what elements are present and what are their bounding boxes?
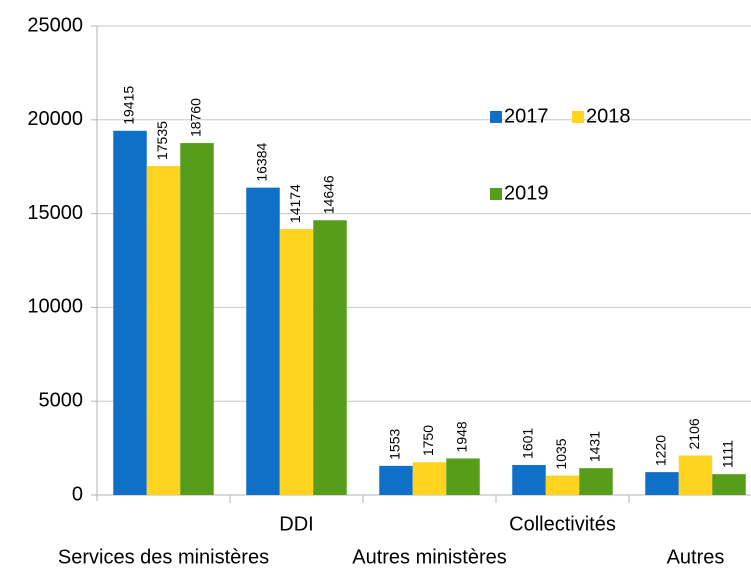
- y-tick-label: 15000: [27, 202, 83, 224]
- legend-label: 2017: [504, 105, 549, 127]
- bar: [545, 475, 580, 495]
- bar: [313, 220, 347, 496]
- data-label: 1948: [454, 421, 470, 452]
- data-label: 1220: [653, 435, 669, 466]
- x-tick-label: Collectivités: [509, 513, 616, 535]
- data-label: 2106: [686, 418, 702, 449]
- bar: [645, 472, 679, 495]
- legend-swatch: [490, 111, 502, 123]
- data-label: 18760: [188, 98, 204, 137]
- bar: [180, 143, 214, 496]
- data-label: 19415: [121, 86, 137, 125]
- legend-label: 2018: [586, 105, 631, 127]
- bar: [246, 187, 280, 495]
- data-label: 1431: [587, 431, 603, 462]
- data-label: 16384: [254, 142, 270, 181]
- bar: [279, 229, 314, 495]
- data-label: 14646: [321, 175, 337, 214]
- x-tick-label: Autres ministères: [352, 546, 507, 568]
- y-tick-label: 20000: [27, 108, 83, 130]
- data-label: 1601: [520, 428, 536, 459]
- bar: [146, 166, 181, 495]
- y-tick-label: 10000: [27, 296, 83, 318]
- bar: [512, 464, 546, 495]
- x-tick-label: DDI: [279, 513, 313, 535]
- bar: [379, 465, 413, 495]
- legend-swatch: [490, 188, 502, 200]
- bar: [113, 130, 147, 495]
- bar: [712, 474, 746, 495]
- bar: [446, 458, 480, 495]
- legend-label: 2019: [504, 182, 549, 204]
- data-label: 1750: [420, 425, 436, 456]
- data-label: 17535: [154, 121, 170, 160]
- x-tick-label: Services des ministères: [58, 546, 269, 568]
- y-tick-label: 25000: [27, 14, 83, 36]
- bar: [678, 455, 713, 495]
- data-label: 14174: [287, 184, 303, 223]
- x-tick-label: Autres: [667, 546, 725, 568]
- bar: [579, 468, 613, 495]
- data-label: 1035: [553, 438, 569, 469]
- y-tick-label: 0: [72, 483, 83, 505]
- legend-swatch: [572, 111, 584, 123]
- bar: [412, 462, 447, 495]
- data-label: 1553: [387, 429, 403, 460]
- data-label: 1111: [720, 440, 736, 468]
- y-tick-label: 5000: [39, 389, 84, 411]
